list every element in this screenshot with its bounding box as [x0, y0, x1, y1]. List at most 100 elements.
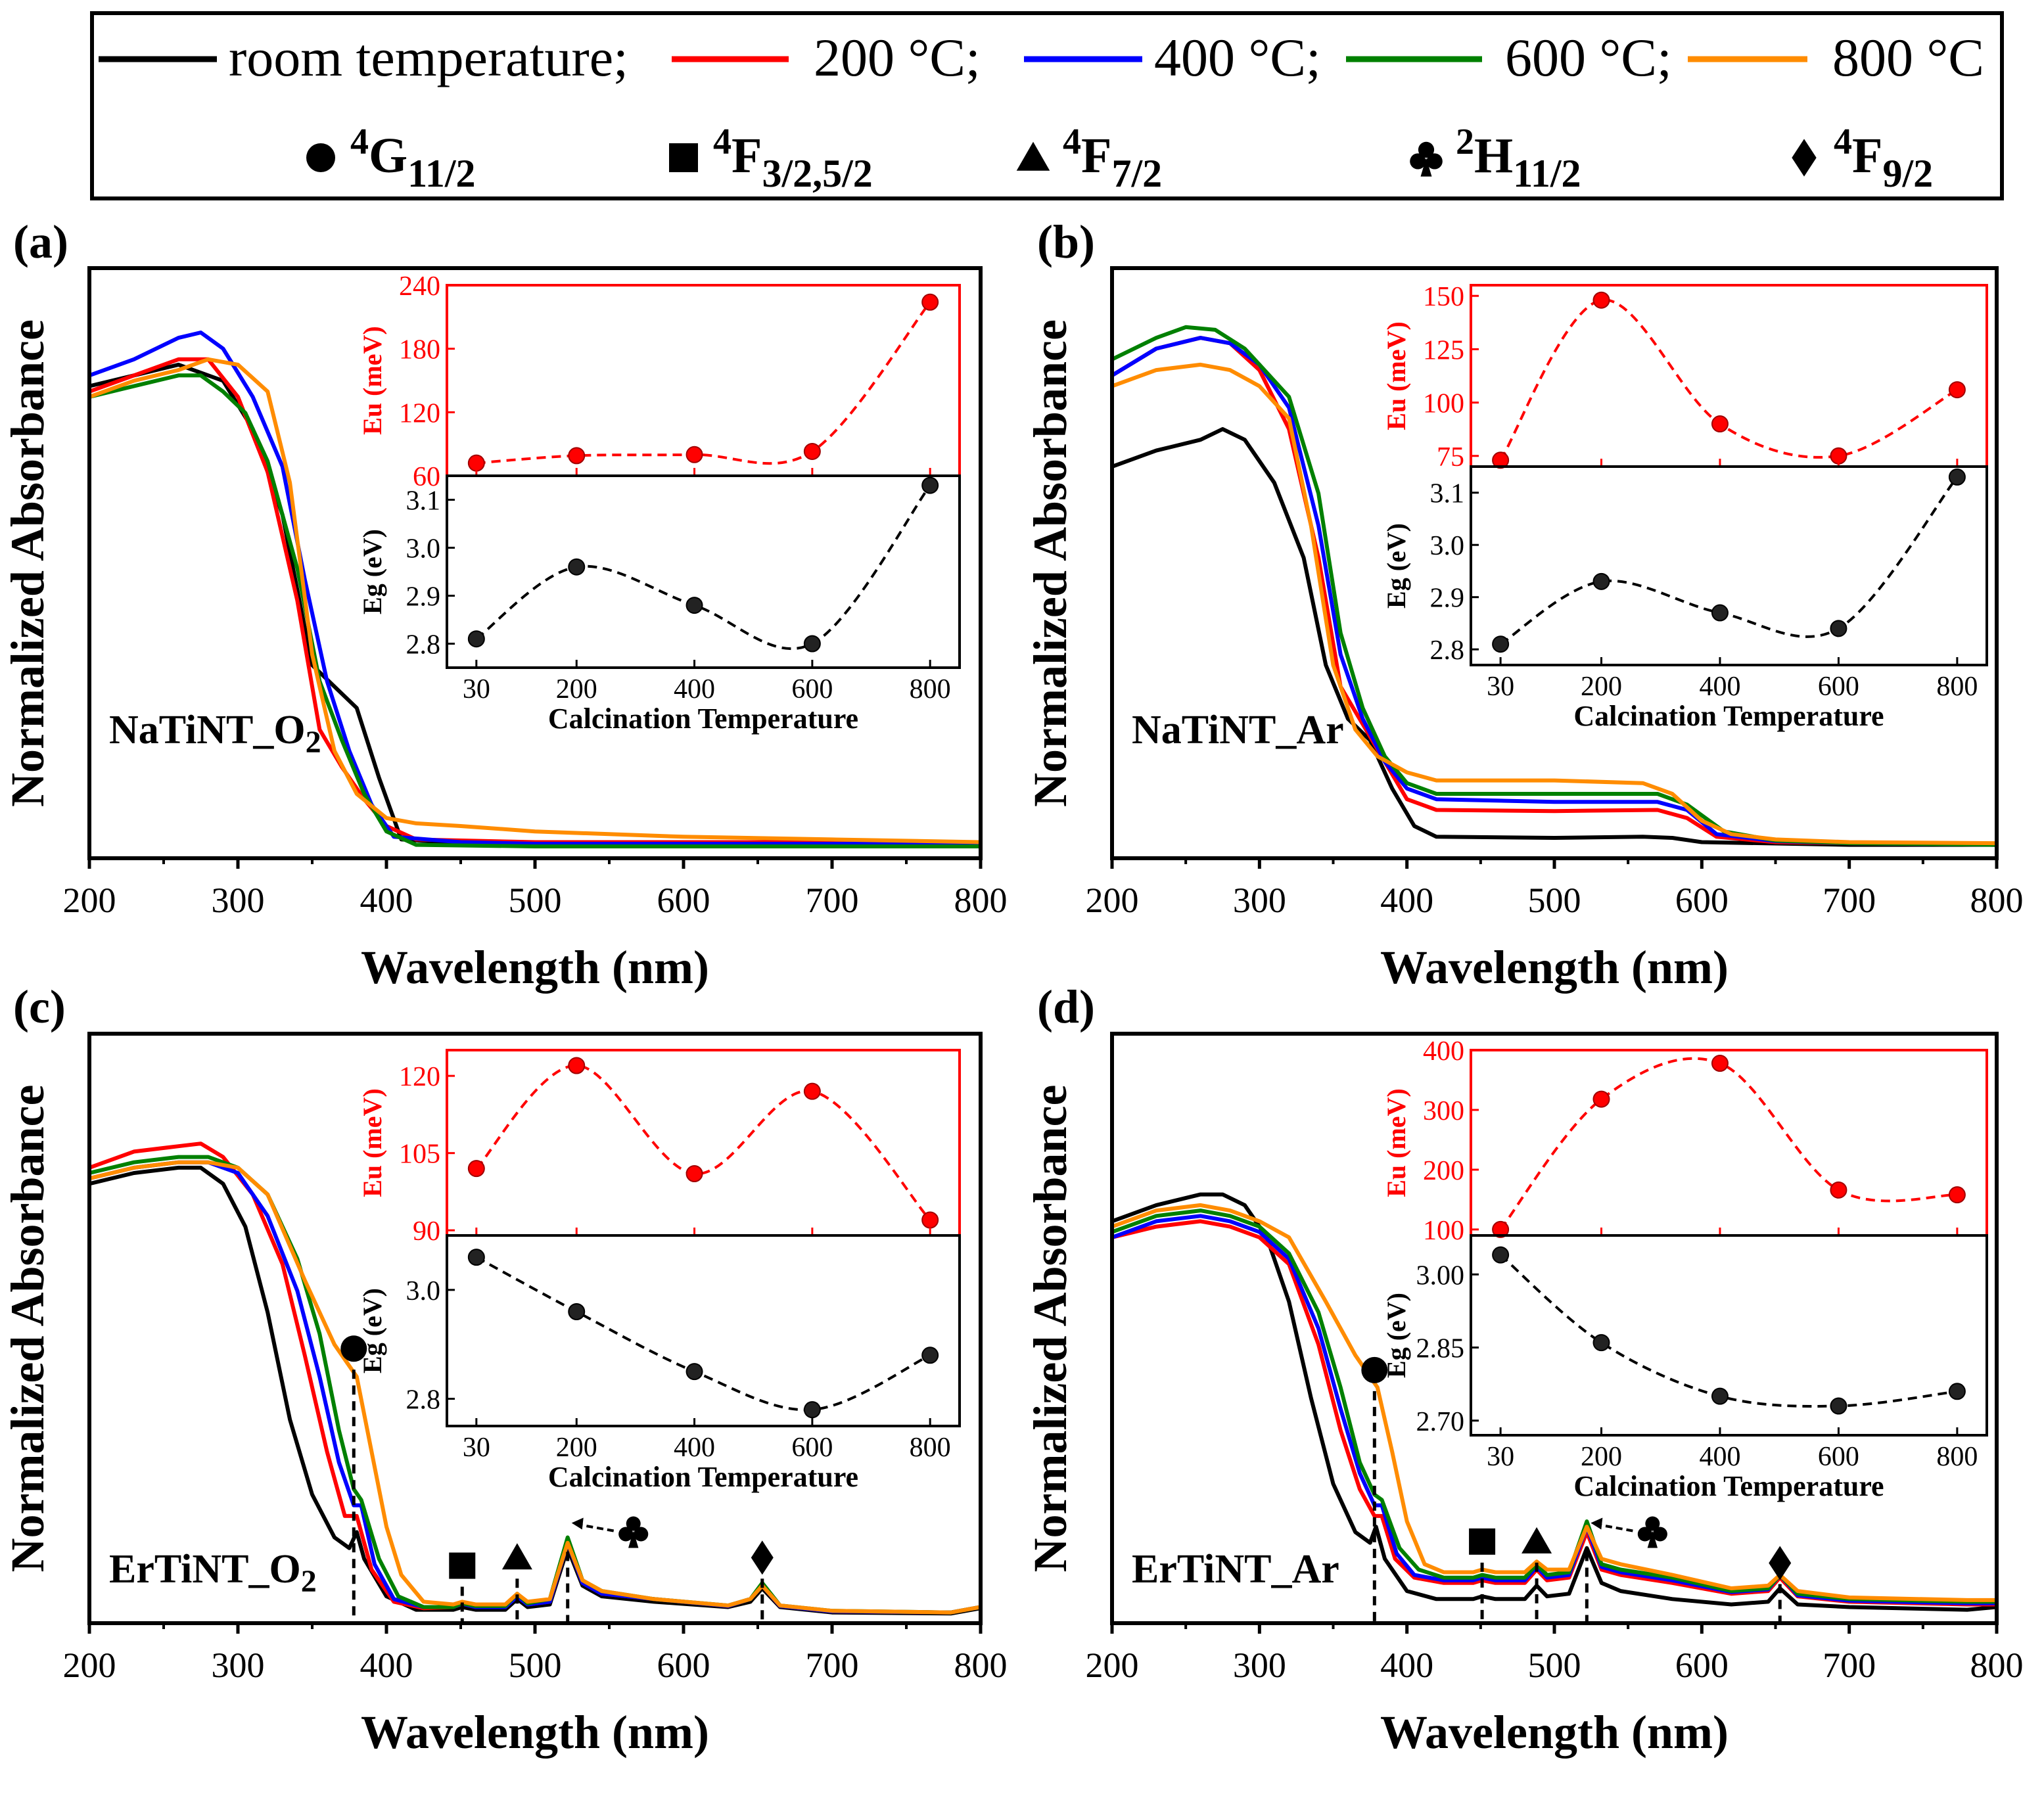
x-axis-label: Wavelength (nm): [1380, 941, 1729, 994]
series-line-4: [1112, 1203, 1997, 1602]
inset-x-tick-label: 600: [1818, 1442, 1859, 1472]
series-line-3: [1112, 1209, 1997, 1604]
x-tick-label: 800: [954, 1646, 1008, 1685]
sample-label: ErTiNT_Ar: [1132, 1547, 1339, 1592]
legend-transition-label-3: 2H11/2: [1456, 122, 1581, 195]
inset-x-tick-label: 800: [910, 1433, 951, 1463]
eg-axis-label: Eg (eV): [358, 1288, 387, 1373]
eu-fit-line: [476, 301, 931, 465]
eu-y-tick-label: 120: [399, 398, 440, 428]
eg-point-2: [685, 597, 703, 614]
diamond-icon: [1792, 139, 1817, 177]
eu-y-tick-label: 120: [399, 1062, 440, 1092]
eg-y-tick-label: 2.8: [406, 1385, 441, 1416]
legend: room temperature; 200 °C; 400 °C; 600 °C; 80…: [90, 11, 2004, 200]
eg-y-tick-label: 3.1: [406, 486, 441, 517]
series-line-4: [1112, 362, 1997, 846]
x-tick-label: 600: [1675, 1646, 1729, 1685]
club-arrowhead: [1591, 1517, 1603, 1530]
eu-point-4: [1948, 381, 1966, 399]
eg-point-0: [467, 630, 485, 648]
eg-y-tick-label: 2.85: [1416, 1334, 1465, 1364]
panel-b: (b) 200 300 400 500 600 700 800 Wavelength (nm) N…: [1024, 216, 2024, 994]
eg-point-2: [1711, 604, 1729, 622]
eu-point-4: [921, 293, 939, 311]
triangle-icon: [501, 1543, 532, 1570]
eg-point-1: [1592, 1334, 1610, 1352]
x-tick-label: 400: [360, 1646, 413, 1685]
eu-y-tick-label: 125: [1423, 335, 1464, 365]
panel-d: (d) 200 300 400 500 600 700 800 Wavelength (nm) N…: [1024, 980, 2024, 1759]
legend-series-label-0: room temperature;: [229, 28, 628, 87]
x-tick-label: 500: [1528, 1646, 1581, 1685]
x-tick-label: 300: [212, 1646, 265, 1685]
x-tick-label: 500: [509, 881, 562, 920]
inset-x-tick-label: 200: [556, 1433, 597, 1463]
inset-x-axis-label: Calcination Temperature: [548, 702, 858, 735]
eg-y-tick-label: 2.9: [406, 582, 441, 612]
series-group: [89, 1141, 981, 1616]
x-tick-label: 600: [657, 1646, 710, 1685]
x-tick-label: 300: [1233, 1646, 1286, 1685]
eg-point-4: [921, 1347, 939, 1364]
panel-c: (c) 200 300 400 500 600 700 800 Wavelength (nm) N…: [1, 980, 1008, 1759]
eg-frame: [1470, 1234, 1988, 1437]
series-line-2: [89, 331, 981, 846]
legend-transition-label-1: 4F3/2,5/2: [713, 122, 873, 195]
eg-point-4: [1948, 1383, 1966, 1400]
panels: (a) 200 300 400 500 600 700 800 Wavelength (nm) N…: [1, 216, 2024, 1759]
x-tick-label: 500: [1528, 881, 1581, 920]
inset-x-tick-label: 800: [1936, 672, 1978, 702]
inset-x-tick-label: 200: [556, 674, 597, 704]
eu-axis-label: Eu (meV): [358, 1088, 387, 1197]
eg-point-3: [803, 635, 821, 653]
x-tick-label: 200: [1086, 881, 1139, 920]
eg-point-3: [1830, 620, 1847, 637]
inset-x-tick-label: 30: [463, 1433, 490, 1463]
sample-label: NaTiNT_O2: [109, 708, 321, 760]
legend-transition-label-0: 4G11/2: [350, 122, 475, 195]
circle-icon: [306, 143, 335, 172]
panel-label: (c): [13, 980, 66, 1033]
eu-y-tick-label: 75: [1437, 442, 1464, 472]
sample-label: ErTiNT_O2: [109, 1547, 317, 1599]
square-icon: [1469, 1528, 1496, 1555]
y-axis-label: Normalized Absorbance: [1024, 1085, 1077, 1573]
eu-point-3: [1830, 1181, 1847, 1199]
x-tick-label: 200: [63, 1646, 116, 1685]
eu-point-1: [1592, 1090, 1610, 1108]
series-group: [1112, 325, 1997, 847]
x-tick-label: 200: [63, 881, 116, 920]
y-axis-label: Normalized Absorbance: [1, 319, 54, 807]
eu-y-tick-label: 150: [1423, 282, 1464, 312]
square-icon: [449, 1552, 476, 1579]
inset-x-axis-label: Calcination Temperature: [1573, 1470, 1884, 1502]
club-arrow: [576, 1523, 615, 1532]
eu-point-1: [568, 1057, 586, 1074]
series-group: [89, 331, 981, 848]
eg-point-0: [467, 1249, 485, 1266]
eg-point-1: [568, 1303, 586, 1320]
eu-point-4: [921, 1211, 939, 1229]
eg-y-tick-label: 3.00: [1416, 1260, 1465, 1291]
eg-y-tick-label: 2.70: [1416, 1407, 1465, 1437]
inset-x-tick-label: 200: [1581, 1442, 1622, 1472]
eu-axis-label: Eu (meV): [1382, 321, 1411, 430]
eg-y-tick-label: 3.0: [406, 534, 441, 564]
eu-y-tick-label: 400: [1423, 1036, 1464, 1067]
inset: 60 120 180 240 Eu (meV) 2.8 2.9 3.0 3.1 30 200 400 6…: [358, 271, 961, 735]
eg-frame: [446, 474, 961, 669]
inset-bg: [1471, 285, 1987, 665]
eu-axis-label: Eu (meV): [1382, 1088, 1411, 1197]
eg-y-tick-label: 2.8: [406, 630, 441, 660]
panel-label: (b): [1037, 216, 1095, 268]
eu-y-tick-label: 240: [399, 271, 440, 302]
eg-point-1: [568, 558, 586, 576]
inset-x-tick-label: 400: [1699, 1442, 1740, 1472]
legend-series-label-1: 200 °C;: [814, 28, 981, 87]
eg-point-4: [921, 476, 939, 494]
series-line-4: [89, 1160, 981, 1615]
inset-x-tick-label: 800: [910, 674, 951, 704]
eu-point-2: [1711, 1055, 1729, 1072]
eu-point-2: [1711, 415, 1729, 433]
